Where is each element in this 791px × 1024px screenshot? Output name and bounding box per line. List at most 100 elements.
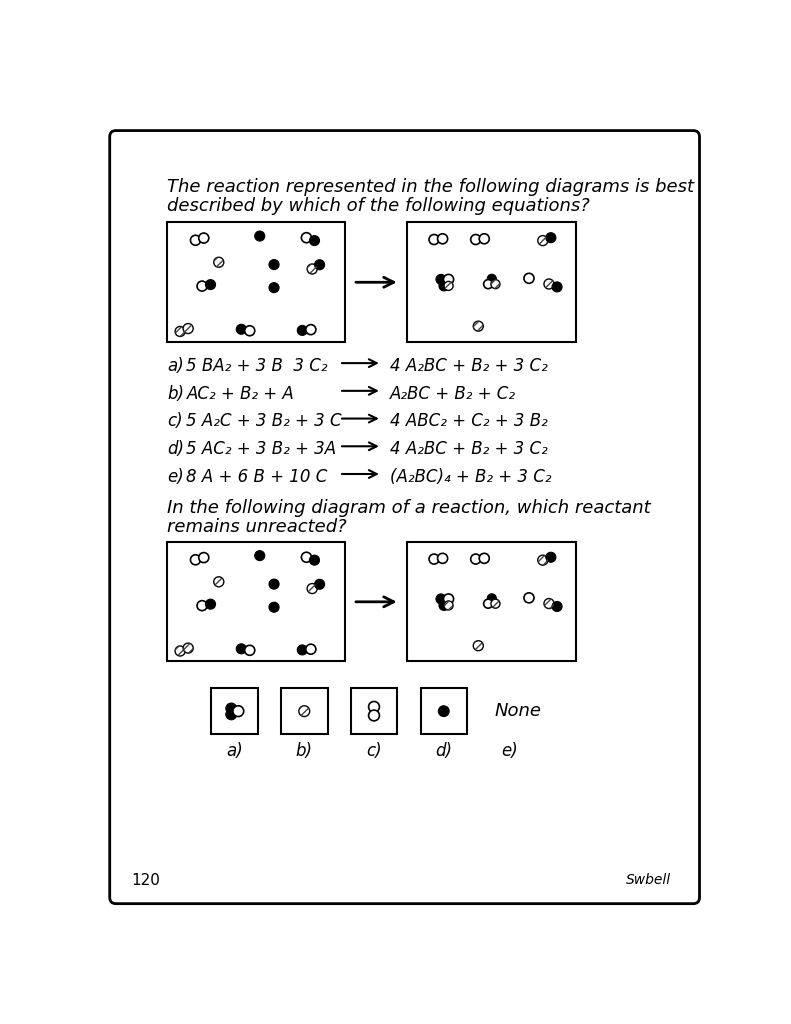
Circle shape (444, 594, 453, 604)
Circle shape (199, 553, 209, 562)
Circle shape (175, 327, 185, 337)
Circle shape (538, 555, 548, 565)
Circle shape (255, 231, 265, 241)
Bar (211, 688, 258, 734)
Text: c): c) (366, 742, 382, 760)
Text: 5 AC₂ + 3 B₂ + 3A: 5 AC₂ + 3 B₂ + 3A (187, 440, 337, 458)
Circle shape (225, 703, 237, 714)
Circle shape (483, 599, 493, 608)
Circle shape (524, 273, 534, 284)
Circle shape (269, 602, 279, 612)
Circle shape (225, 709, 237, 720)
Circle shape (309, 555, 320, 565)
Circle shape (315, 580, 324, 589)
Circle shape (175, 646, 185, 656)
Circle shape (546, 232, 556, 243)
Circle shape (269, 259, 279, 269)
Text: Swbell: Swbell (626, 872, 671, 887)
Bar (167, 542, 346, 662)
Circle shape (297, 326, 308, 336)
Bar (350, 688, 397, 734)
Circle shape (479, 233, 490, 244)
Circle shape (436, 594, 446, 604)
Circle shape (544, 599, 554, 608)
Circle shape (306, 325, 316, 335)
Circle shape (307, 264, 317, 274)
Circle shape (437, 233, 448, 244)
Text: d): d) (167, 440, 184, 458)
Circle shape (444, 282, 453, 291)
Text: None: None (494, 702, 541, 720)
Circle shape (439, 281, 449, 291)
Circle shape (546, 552, 556, 562)
Circle shape (206, 599, 215, 609)
Circle shape (197, 601, 207, 610)
Text: b): b) (296, 742, 312, 760)
Text: a): a) (167, 357, 184, 375)
Circle shape (437, 553, 448, 563)
Circle shape (429, 234, 439, 245)
Circle shape (183, 643, 193, 653)
Circle shape (369, 701, 380, 713)
FancyBboxPatch shape (110, 131, 699, 903)
Text: 8 A + 6 B + 10 C: 8 A + 6 B + 10 C (187, 468, 327, 485)
Circle shape (524, 593, 534, 603)
Circle shape (191, 555, 201, 565)
Circle shape (269, 580, 279, 589)
Circle shape (439, 600, 449, 610)
Circle shape (244, 326, 255, 336)
Text: b): b) (167, 385, 184, 402)
Circle shape (237, 644, 246, 654)
Circle shape (269, 283, 279, 293)
Circle shape (237, 325, 246, 334)
Circle shape (436, 274, 446, 285)
Text: A₂BC + B₂ + C₂: A₂BC + B₂ + C₂ (389, 385, 516, 402)
Text: 5 A₂C + 3 B₂ + 3 C: 5 A₂C + 3 B₂ + 3 C (187, 413, 342, 430)
Bar (421, 688, 467, 734)
Text: c): c) (167, 413, 183, 430)
Circle shape (544, 279, 554, 289)
Circle shape (369, 710, 380, 721)
Circle shape (552, 282, 562, 292)
Circle shape (471, 234, 481, 245)
Circle shape (214, 257, 224, 267)
Text: described by which of the following equations?: described by which of the following equa… (167, 197, 590, 215)
Bar (167, 222, 346, 342)
Bar (407, 222, 577, 342)
Circle shape (491, 280, 500, 289)
Text: 5 BA₂ + 3 B  3 C₂: 5 BA₂ + 3 B 3 C₂ (187, 357, 328, 375)
Circle shape (315, 260, 324, 269)
Circle shape (444, 274, 453, 285)
Circle shape (183, 324, 193, 334)
Text: 4 A₂BC + B₂ + 3 C₂: 4 A₂BC + B₂ + 3 C₂ (389, 440, 547, 458)
Text: e): e) (501, 742, 518, 760)
Circle shape (552, 601, 562, 611)
Circle shape (309, 236, 320, 246)
Circle shape (306, 644, 316, 654)
Text: The reaction represented in the following diagrams is best: The reaction represented in the followin… (167, 178, 694, 197)
Text: remains unreacted?: remains unreacted? (167, 518, 346, 536)
Circle shape (244, 645, 255, 655)
Circle shape (299, 706, 309, 717)
Circle shape (479, 553, 490, 563)
Text: a): a) (226, 742, 243, 760)
Circle shape (538, 236, 548, 246)
Text: In the following diagram of a reaction, which reactant: In the following diagram of a reaction, … (167, 500, 651, 517)
Circle shape (191, 236, 201, 246)
Circle shape (255, 551, 265, 560)
Text: (A₂BC)₄ + B₂ + 3 C₂: (A₂BC)₄ + B₂ + 3 C₂ (389, 468, 551, 485)
Circle shape (197, 281, 207, 291)
Circle shape (438, 706, 449, 717)
Text: 120: 120 (131, 873, 161, 888)
Bar (281, 688, 327, 734)
Text: e): e) (167, 468, 184, 485)
Text: d): d) (435, 742, 452, 760)
Text: 4 ABC₂ + C₂ + 3 B₂: 4 ABC₂ + C₂ + 3 B₂ (389, 413, 547, 430)
Circle shape (483, 280, 493, 289)
Circle shape (301, 552, 312, 562)
Circle shape (214, 577, 224, 587)
Circle shape (206, 280, 215, 290)
Circle shape (444, 601, 453, 610)
Circle shape (487, 274, 496, 284)
Text: 4 A₂BC + B₂ + 3 C₂: 4 A₂BC + B₂ + 3 C₂ (389, 357, 547, 375)
